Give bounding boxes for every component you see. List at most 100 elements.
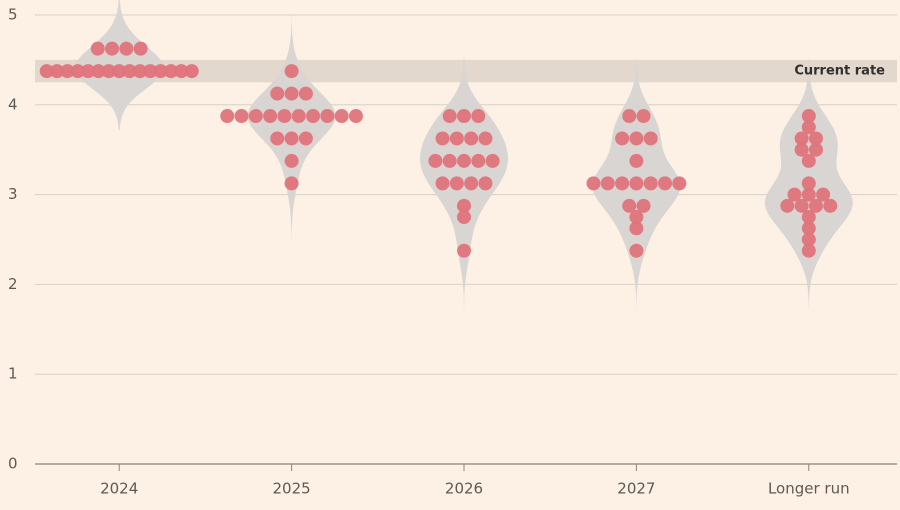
dot: [334, 109, 349, 124]
dot: [81, 64, 96, 79]
dot: [794, 198, 809, 213]
dot: [816, 187, 831, 202]
dot: [622, 109, 637, 124]
dot: [50, 64, 65, 79]
dot: [629, 243, 644, 258]
dot: [449, 131, 464, 146]
y-tick-label: 1: [8, 365, 18, 383]
dot: [298, 86, 313, 101]
dot: [636, 109, 651, 124]
dot: [60, 64, 75, 79]
dot: [284, 176, 299, 191]
dot: [457, 210, 471, 225]
y-tick-label: 2: [8, 275, 18, 293]
dot: [143, 64, 158, 79]
y-tick-label: 0: [8, 455, 18, 473]
dot: [153, 64, 168, 79]
y-tick-label: 4: [8, 95, 18, 113]
dot: [428, 153, 443, 168]
dot: [622, 198, 637, 213]
dot: [90, 41, 105, 56]
dot: [629, 221, 644, 236]
dot: [471, 109, 486, 124]
dot: [132, 64, 147, 79]
x-tick-label: Longer run: [768, 480, 850, 498]
dot: [672, 176, 687, 191]
dot: [435, 131, 450, 146]
band-label: Current rate: [794, 64, 885, 79]
dot: [449, 176, 464, 191]
dot: [263, 109, 278, 124]
dot: [101, 64, 116, 79]
x-tick-label: 2024: [100, 480, 138, 498]
dot: [457, 243, 471, 258]
dot: [122, 64, 137, 79]
dot: [291, 109, 306, 124]
dot: [643, 176, 658, 191]
violin: [420, 56, 508, 310]
dot: [808, 142, 823, 157]
dot: [801, 176, 816, 191]
x-tick-label: 2025: [273, 480, 311, 498]
dot: [284, 153, 299, 168]
current-rate-band: [35, 59, 897, 83]
dot: [270, 131, 285, 146]
dot: [284, 86, 299, 101]
dot: [320, 109, 335, 124]
dot: [600, 176, 615, 191]
dot: [442, 153, 457, 168]
dot: [787, 187, 802, 202]
dot: [457, 153, 471, 168]
dot: [478, 176, 493, 191]
dot: [801, 120, 816, 135]
dot: [636, 198, 651, 213]
dot: [457, 109, 471, 124]
dot: [780, 198, 795, 213]
dot: [485, 153, 500, 168]
dot: [478, 131, 493, 146]
dot: [629, 210, 644, 225]
dot: [464, 131, 479, 146]
dot: [163, 64, 178, 79]
violin: [247, 11, 336, 243]
dot: [464, 176, 479, 191]
dot: [435, 176, 450, 191]
dot: [348, 109, 363, 124]
dot: [801, 232, 816, 247]
dot: [643, 131, 658, 146]
dot: [457, 198, 471, 213]
dot: [298, 131, 313, 146]
dot: [629, 131, 644, 146]
dot: [471, 153, 486, 168]
dot: [220, 109, 235, 124]
dot: [70, 64, 85, 79]
dot: [586, 176, 601, 191]
dot: [174, 64, 189, 79]
dot: [801, 187, 816, 202]
dot: [801, 210, 816, 225]
dot: [801, 243, 816, 258]
dot: [629, 153, 644, 168]
dot: [306, 109, 321, 124]
dot: [801, 153, 816, 168]
dot: [629, 176, 644, 191]
dot: [112, 64, 127, 79]
y-tick-label: 3: [8, 185, 18, 203]
dot: [133, 41, 148, 56]
dot: [615, 176, 630, 191]
dot: [658, 176, 672, 191]
x-tick-label: 2026: [445, 480, 483, 498]
dot: [91, 64, 106, 79]
y-tick-label: 5: [8, 6, 18, 24]
x-tick-label: 2027: [617, 480, 655, 498]
dot: [808, 198, 823, 213]
dot: [801, 221, 816, 236]
dot: [794, 142, 809, 157]
dot: [234, 109, 249, 124]
dot: [284, 64, 299, 79]
dot: [284, 131, 299, 146]
dot: [184, 64, 199, 79]
dot: [277, 109, 292, 124]
dot: [801, 109, 816, 124]
